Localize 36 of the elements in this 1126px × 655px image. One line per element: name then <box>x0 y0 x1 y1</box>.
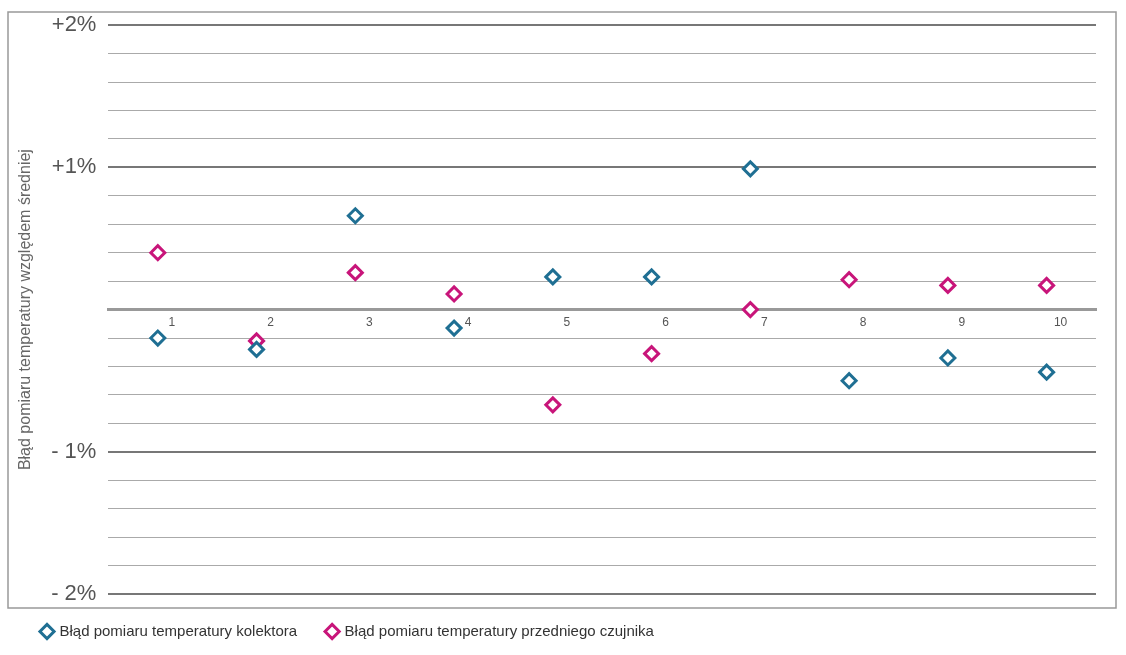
x-tick-label: 9 <box>958 315 966 330</box>
point <box>346 264 364 282</box>
y-tick-label: +2% <box>51 11 97 37</box>
point <box>741 301 759 319</box>
y-tick-label: - 2% <box>51 580 97 606</box>
point <box>1038 363 1056 381</box>
y-tick-label: +1% <box>51 153 97 179</box>
x-tick-label: 5 <box>563 315 571 330</box>
legend-label: Błąd pomiaru temperatury przedniego czujnika <box>344 621 655 639</box>
point <box>1038 276 1056 294</box>
legend-label: Błąd pomiaru temperatury kolektora <box>59 621 298 639</box>
y-axis-title: Błąd pomiaru temperatury względem średniej <box>16 149 34 471</box>
point <box>445 285 463 303</box>
point <box>939 276 957 294</box>
point <box>643 345 661 363</box>
point <box>840 271 858 289</box>
x-tick-label: 3 <box>365 315 373 330</box>
point <box>840 372 858 390</box>
point <box>149 329 167 347</box>
point <box>544 268 562 286</box>
point <box>149 244 167 262</box>
y-tick-label: - 1% <box>51 437 97 463</box>
x-tick-label: 10 <box>1053 315 1068 330</box>
x-tick-label: 1 <box>168 315 176 330</box>
x-tick-label: 4 <box>464 315 472 330</box>
point <box>741 160 759 178</box>
x-tick-label: 2 <box>267 315 275 330</box>
point <box>544 396 562 414</box>
x-tick-label: 7 <box>761 315 769 330</box>
x-tick-label: 6 <box>662 315 670 330</box>
point <box>248 340 266 358</box>
point <box>346 207 364 225</box>
point <box>643 268 661 286</box>
point <box>939 349 957 367</box>
x-tick-label: 8 <box>859 315 867 330</box>
point <box>445 319 463 337</box>
